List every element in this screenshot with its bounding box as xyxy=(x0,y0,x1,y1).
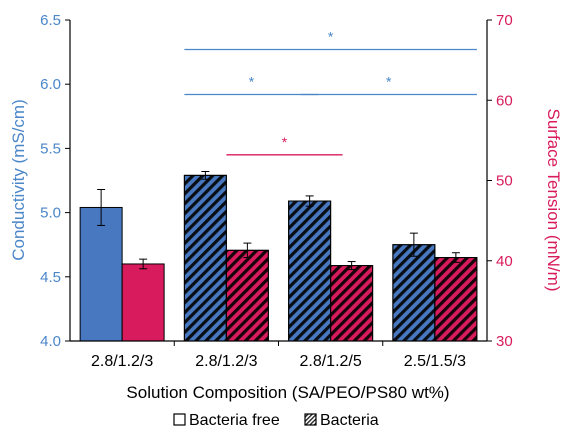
left-axis-title: Conductivity (mS/cm) xyxy=(9,99,28,261)
left-tick-label-1: 4.0 xyxy=(40,333,61,350)
x-axis-title: Solution Composition (SA/PEO/PS80 wt%) xyxy=(126,383,449,402)
bar-surface-tension-1 xyxy=(121,263,165,342)
left-tick-label-2: 4.5 xyxy=(40,269,61,286)
bar-hatch-surface-tension-4 xyxy=(434,257,477,341)
legend: Bacteria free Bacteria xyxy=(173,412,379,429)
left-tick-label-3: 5.0 xyxy=(40,205,61,222)
bar-hatch-surface-tension-3 xyxy=(330,265,373,341)
x-tick-label-2: 2.8/1.2/3 xyxy=(195,353,257,370)
x-tick-label-4: 2.5/1.5/3 xyxy=(404,353,466,370)
legend-label-bacteria-free: Bacteria free xyxy=(189,412,280,429)
left-tick-label-5: 6.0 xyxy=(40,76,61,93)
significance-star-3: * xyxy=(386,73,392,89)
bar-hatch-conductivity-4 xyxy=(392,244,435,341)
x-tick-label-1: 2.8/1.2/3 xyxy=(91,353,153,370)
right-tick-label-3: 50 xyxy=(496,173,513,190)
x-tick-label-3: 2.8/1.2/5 xyxy=(299,353,361,370)
left-tick-label-6: 6.5 xyxy=(40,12,61,29)
right-tick-label-1: 30 xyxy=(496,333,513,350)
legend-swatch-bacteria-free xyxy=(173,413,186,426)
right-tick-label-4: 60 xyxy=(496,92,513,109)
significance-star-4: * xyxy=(282,134,288,150)
significance-star-2: * xyxy=(249,73,255,89)
significance-star-1: * xyxy=(328,29,334,45)
right-axis-title: Surface Tension (mN/m) xyxy=(544,109,563,292)
bar-hatch-conductivity-2 xyxy=(184,175,227,341)
right-tick-label-2: 40 xyxy=(496,253,513,270)
legend-swatch-bacteria xyxy=(304,413,317,426)
bar-hatch-surface-tension-2 xyxy=(226,250,269,341)
bar-conductivity-1 xyxy=(79,206,123,342)
left-tick-label-4: 5.5 xyxy=(40,140,61,157)
bar-hatch-conductivity-3 xyxy=(288,201,331,341)
legend-label-bacteria: Bacteria xyxy=(320,412,379,429)
right-tick-label-5: 70 xyxy=(496,12,513,29)
